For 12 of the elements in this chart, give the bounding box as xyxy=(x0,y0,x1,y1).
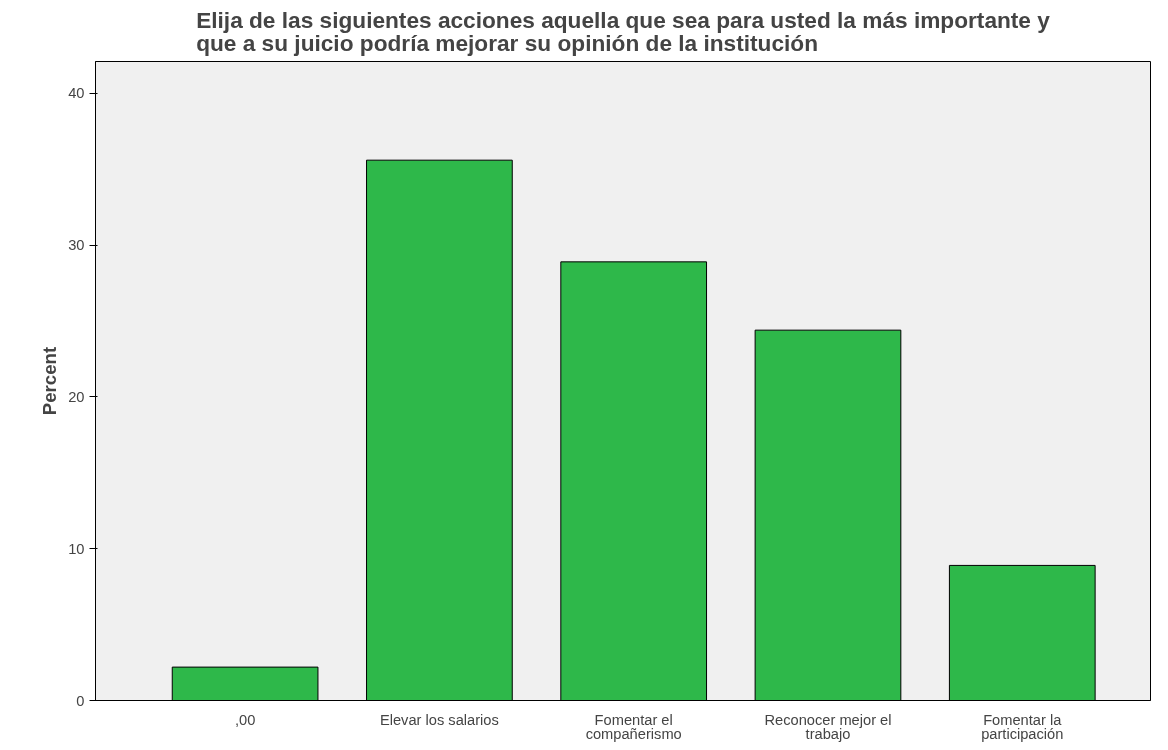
x-tick-label: Fomentar la participación xyxy=(981,711,1064,742)
x-tick-label: Fomentar el compañerismo xyxy=(585,711,682,742)
y-tick-label: 30 xyxy=(68,237,85,254)
y-tick-label: 10 xyxy=(68,540,85,557)
x-tick-label: ,00 xyxy=(234,711,256,728)
y-tick-label: 40 xyxy=(68,85,85,102)
y-tick-label: 0 xyxy=(76,692,85,709)
chart-title: Elija de las siguientes acciones aquella que sea para usted la más importante y que a su juicio podría mejorar su opinión de la institución xyxy=(196,7,1051,57)
y-axis-title: Percent xyxy=(39,346,61,416)
x-tick-label: Elevar los salarios xyxy=(379,711,499,728)
y-tick-label: 20 xyxy=(68,388,85,405)
x-tick-label: Reconocer mejor el trabajo xyxy=(764,711,892,742)
